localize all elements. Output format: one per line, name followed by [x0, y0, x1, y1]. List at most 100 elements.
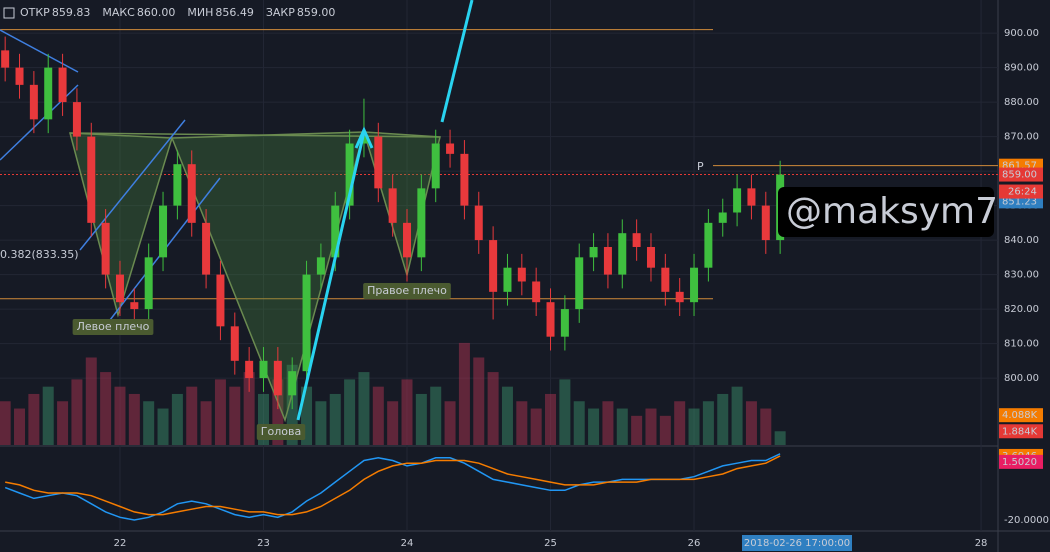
- pattern-label-bg: [72, 319, 154, 335]
- countdown: 26:24: [1008, 187, 1037, 198]
- price-badge-bg: [999, 167, 1043, 182]
- volume-bar: [745, 401, 757, 445]
- volume-bar: [100, 372, 112, 445]
- candle-body: [661, 267, 670, 292]
- volume-bar: [501, 386, 513, 445]
- volume-bar: [257, 393, 269, 445]
- volume-bar: [358, 372, 370, 445]
- indicator-line: [5, 455, 781, 516]
- volume-bar: [229, 386, 241, 445]
- candle-body: [101, 222, 110, 275]
- volume-bar: [688, 408, 700, 445]
- volume-bar: [602, 401, 614, 445]
- candle-body: [316, 257, 325, 275]
- indicator-badge: 1.5020: [1002, 457, 1037, 468]
- candle-body: [345, 143, 354, 206]
- candle-body: [388, 188, 397, 223]
- candle-body: [374, 136, 383, 189]
- candles: [1, 36, 785, 410]
- candle-body: [431, 143, 440, 189]
- volume-bar: [387, 401, 399, 445]
- volume-bar: [57, 401, 69, 445]
- y-tick-label: 890.00: [1004, 63, 1039, 74]
- indicator: [4, 453, 781, 521]
- volume-bar: [301, 386, 313, 445]
- y-tick-label: 900.00: [1004, 28, 1039, 39]
- candle-body: [173, 164, 182, 206]
- candle-body: [202, 222, 211, 275]
- candle-body: [288, 371, 297, 396]
- candle-body: [187, 164, 196, 223]
- volume-bar: [573, 401, 585, 445]
- price-badge: 859.00: [1002, 170, 1037, 181]
- x-tick-label: 28: [975, 538, 988, 549]
- candle-body: [503, 267, 512, 292]
- fib-label: 0.382(833.35): [0, 248, 79, 261]
- candle-body: [245, 360, 254, 379]
- y-tick-label: 820.00: [1004, 304, 1039, 315]
- candle-body: [575, 257, 584, 310]
- y-tick-label: 880.00: [1004, 97, 1039, 108]
- candle-body: [130, 302, 139, 310]
- candle-body: [560, 309, 569, 337]
- indicator-tick-label: -20.0000: [1004, 515, 1049, 526]
- volume-badge-bg: [999, 408, 1043, 423]
- candle-body: [646, 246, 655, 268]
- candle-body: [618, 233, 627, 275]
- watermark-bg: [778, 187, 994, 237]
- candle-body: [115, 274, 124, 303]
- candle-body: [159, 205, 168, 258]
- volume-bar: [186, 386, 198, 445]
- candle-body: [359, 136, 368, 144]
- candle-body: [230, 326, 239, 361]
- x-tick-label: 23: [257, 538, 270, 549]
- indicator-badge-bg: [999, 454, 1043, 469]
- candle-body: [144, 257, 153, 310]
- candle-body: [460, 153, 469, 206]
- candle-body: [273, 360, 282, 396]
- y-tick-label: 840.00: [1004, 235, 1039, 246]
- candle-body: [1, 50, 10, 68]
- candle-body: [632, 233, 641, 247]
- price-badge: 851.23: [1002, 196, 1037, 207]
- x-tick-label: 26: [688, 538, 701, 549]
- watermark: @maksym7: [786, 191, 998, 232]
- volume-bar: [71, 379, 83, 445]
- volume-bar: [659, 415, 671, 445]
- header-label: ЗАКР: [266, 6, 295, 19]
- header: ОТКР 859.83 МАКС 860.00 МИН 856.49 ЗАКР 859.00: [20, 6, 335, 19]
- volume-badge: 4.088K: [1002, 410, 1038, 421]
- x-tick-label: 24: [401, 538, 414, 549]
- header-value: 859.83: [52, 6, 91, 19]
- collapse-icon[interactable]: [3, 7, 15, 19]
- candle-body: [72, 102, 81, 137]
- volume-bar: [415, 393, 427, 445]
- header-value: 859.00: [297, 6, 336, 19]
- candle-body: [747, 188, 756, 206]
- volume-bar: [42, 386, 54, 445]
- pattern-label: Правое плечо: [367, 284, 447, 297]
- volume-bar: [114, 386, 126, 445]
- volume-bar: [444, 401, 456, 445]
- volume-bar: [128, 393, 140, 445]
- crosshair-date-bg: [742, 535, 852, 551]
- volume-bar: [157, 408, 169, 445]
- volume-bar: [760, 408, 772, 445]
- volume-bar: [28, 393, 40, 445]
- indicator-line: [4, 453, 781, 521]
- volume-bar: [774, 431, 786, 445]
- crosshair-date: 2018-02-26 17:00:00: [744, 538, 850, 549]
- pattern-label: Голова: [261, 425, 301, 438]
- header-value: 856.49: [215, 6, 254, 19]
- volume-bar: [0, 401, 11, 445]
- candle-body: [704, 222, 713, 268]
- volume-bar: [616, 408, 628, 445]
- candle-body: [44, 67, 53, 120]
- candle-body: [331, 205, 340, 258]
- candle-body: [718, 212, 727, 223]
- pattern-label-bg: [256, 424, 306, 440]
- y-tick-label: 870.00: [1004, 132, 1039, 143]
- volume-bar: [372, 386, 384, 445]
- volume-bar: [530, 408, 542, 445]
